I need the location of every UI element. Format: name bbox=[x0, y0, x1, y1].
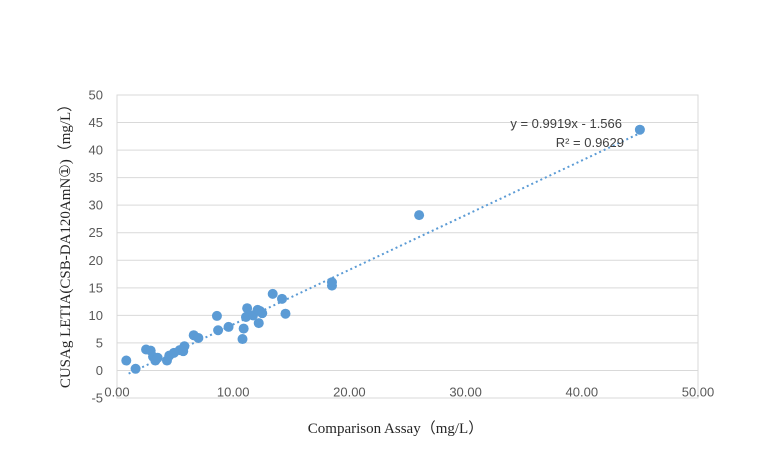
x-tick-label: 10.00 bbox=[217, 384, 250, 399]
plot-area-border bbox=[116, 94, 699, 399]
data-point-18 bbox=[237, 334, 248, 345]
data-point-14 bbox=[193, 332, 204, 343]
trendline-r-squared: R² = 0.9629 bbox=[556, 135, 624, 150]
x-tick-label: 50.00 bbox=[682, 384, 715, 399]
y-axis-ticks: -5 0 5 10 15 20 25 30 35 40 45 50 bbox=[89, 88, 103, 406]
data-point-15 bbox=[211, 310, 222, 321]
y-tick-label: 35 bbox=[89, 170, 103, 185]
data-point-27 bbox=[267, 288, 278, 299]
data-point-33 bbox=[634, 124, 645, 135]
y-tick-label: 15 bbox=[89, 280, 103, 295]
data-point-26 bbox=[257, 308, 268, 319]
data-point-17 bbox=[223, 321, 234, 332]
y-tick-label: 45 bbox=[89, 115, 103, 130]
y-tick-label: -5 bbox=[91, 391, 103, 406]
data-point-32 bbox=[414, 210, 425, 221]
y-tick-label: 0 bbox=[96, 363, 103, 378]
data-point-29 bbox=[280, 308, 291, 319]
data-point-12 bbox=[179, 341, 190, 352]
x-axis-title: Comparison Assay（mg/L） bbox=[308, 420, 483, 437]
y-tick-label: 25 bbox=[89, 225, 103, 240]
y-tick-label: 5 bbox=[96, 335, 103, 350]
data-point-21 bbox=[242, 303, 253, 314]
x-tick-label: 0.00 bbox=[104, 384, 129, 399]
data-point-0 bbox=[121, 355, 132, 366]
data-point-1 bbox=[130, 363, 141, 374]
y-tick-label: 40 bbox=[89, 143, 103, 158]
data-point-19 bbox=[238, 323, 249, 334]
y-tick-label: 10 bbox=[89, 308, 103, 323]
y-axis-title: CUSAg LETIA(CSB-DA120AmN①)（mg/L） bbox=[57, 97, 74, 388]
data-point-28 bbox=[277, 293, 288, 304]
gridlines bbox=[117, 94, 698, 399]
y-tick-label: 30 bbox=[89, 198, 103, 213]
x-tick-label: 40.00 bbox=[566, 384, 599, 399]
x-tick-label: 30.00 bbox=[449, 384, 482, 399]
trendline-equation: y = 0.9919x - 1.566 bbox=[510, 116, 622, 131]
data-point-24 bbox=[253, 318, 264, 329]
data-point-16 bbox=[213, 325, 224, 336]
data-point-6 bbox=[152, 352, 163, 363]
data-points bbox=[121, 124, 645, 374]
trendline bbox=[128, 132, 641, 375]
y-tick-label: 50 bbox=[89, 88, 103, 103]
y-tick-label: 20 bbox=[89, 253, 103, 268]
data-point-31 bbox=[326, 277, 337, 288]
x-tick-label: 20.00 bbox=[333, 384, 366, 399]
x-axis-ticks: 0.00 10.00 20.00 30.00 40.00 50.00 bbox=[104, 384, 714, 399]
